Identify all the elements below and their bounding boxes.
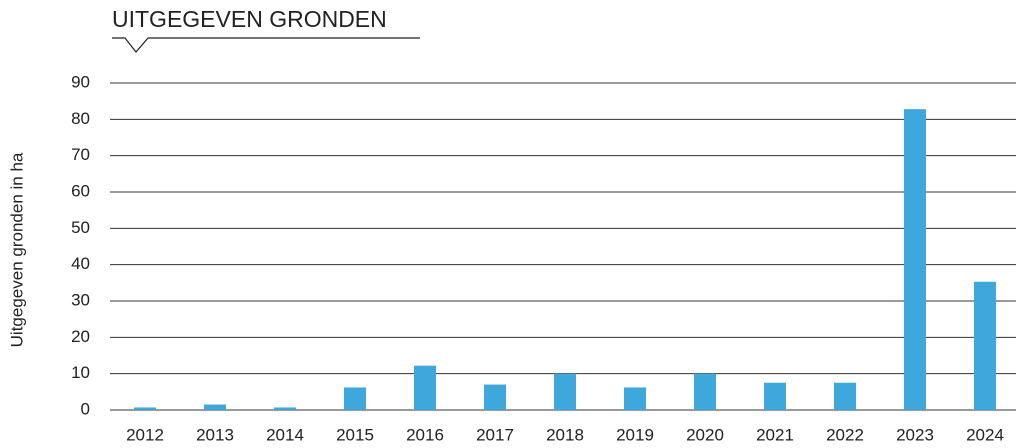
bar <box>554 373 576 410</box>
y-tick-label: 80 <box>71 109 90 128</box>
bar <box>974 281 996 410</box>
bar <box>484 384 506 410</box>
y-tick-label: 10 <box>71 363 90 382</box>
x-tick-label: 2018 <box>546 425 584 444</box>
x-tick-label: 2023 <box>896 425 934 444</box>
y-tick-label: 50 <box>71 218 90 237</box>
y-tick-label: 40 <box>71 254 90 273</box>
title-underline <box>112 37 420 53</box>
bar <box>344 387 366 410</box>
x-tick-label: 2015 <box>336 425 374 444</box>
x-tick-label: 2022 <box>826 425 864 444</box>
x-tick-label: 2019 <box>616 425 654 444</box>
bar <box>274 407 296 410</box>
x-tick-label: 2021 <box>756 425 794 444</box>
bar <box>204 404 226 410</box>
y-tick-label: 0 <box>81 399 90 418</box>
bar <box>694 373 716 410</box>
bar <box>134 407 156 410</box>
x-tick-label: 2016 <box>406 425 444 444</box>
bar <box>764 382 786 410</box>
y-tick-label: 90 <box>71 72 90 91</box>
bar <box>414 365 436 410</box>
y-tick-label: 20 <box>71 327 90 346</box>
x-tick-label: 2014 <box>266 425 304 444</box>
bar <box>834 382 856 410</box>
y-tick-label: 30 <box>71 290 90 309</box>
x-tick-label: 2024 <box>966 425 1004 444</box>
x-tick-label: 2020 <box>686 425 724 444</box>
y-tick-label: 60 <box>71 181 90 200</box>
y-tick-label: 70 <box>71 145 90 164</box>
x-tick-label: 2012 <box>126 425 164 444</box>
y-axis-label: Uitgegeven gronden in ha <box>7 152 26 347</box>
x-tick-label: 2013 <box>196 425 234 444</box>
chart-title: UITGEGEVEN GRONDEN <box>112 6 387 32</box>
bar <box>624 387 646 410</box>
x-tick-label: 2017 <box>476 425 514 444</box>
bar <box>904 109 926 410</box>
